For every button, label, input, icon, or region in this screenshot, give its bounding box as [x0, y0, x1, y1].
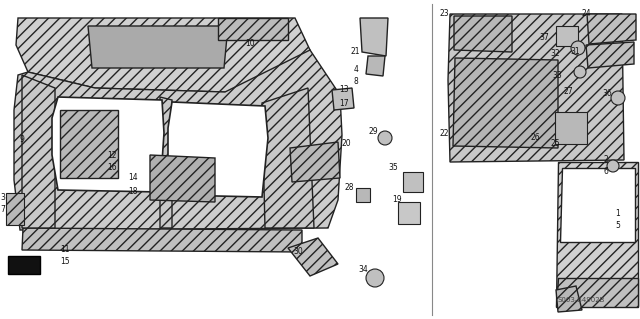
Text: 15: 15 — [60, 257, 70, 266]
Text: S003-B4902B: S003-B4902B — [557, 297, 604, 303]
Polygon shape — [218, 18, 288, 40]
Text: 24: 24 — [581, 9, 591, 18]
Polygon shape — [160, 97, 172, 228]
Circle shape — [571, 41, 585, 55]
Polygon shape — [60, 110, 118, 178]
Polygon shape — [52, 97, 164, 192]
Text: 21: 21 — [350, 48, 360, 56]
Text: 1: 1 — [616, 210, 620, 219]
Polygon shape — [150, 155, 215, 202]
Polygon shape — [454, 16, 512, 52]
Polygon shape — [556, 162, 638, 306]
Text: 13: 13 — [339, 85, 349, 94]
Text: 29: 29 — [368, 128, 378, 137]
Text: 26: 26 — [530, 132, 540, 142]
Bar — [356, 188, 370, 202]
Polygon shape — [556, 278, 638, 307]
Text: 10: 10 — [245, 40, 255, 48]
Polygon shape — [587, 14, 636, 44]
Bar — [398, 202, 420, 224]
Text: 16: 16 — [107, 162, 117, 172]
Circle shape — [574, 66, 586, 78]
Circle shape — [611, 91, 625, 105]
Text: 6: 6 — [604, 167, 609, 176]
Circle shape — [366, 269, 384, 287]
Polygon shape — [88, 26, 228, 68]
Text: 18: 18 — [128, 187, 138, 196]
Text: 19: 19 — [392, 196, 402, 204]
Text: 17: 17 — [339, 99, 349, 108]
Text: 4: 4 — [353, 65, 358, 75]
Polygon shape — [262, 88, 314, 228]
Circle shape — [378, 131, 392, 145]
Text: 27: 27 — [563, 87, 573, 97]
Polygon shape — [560, 168, 635, 242]
Polygon shape — [448, 14, 624, 162]
Polygon shape — [360, 18, 388, 56]
Text: 8: 8 — [354, 78, 358, 86]
Text: 12: 12 — [108, 151, 116, 160]
Polygon shape — [332, 88, 354, 110]
Text: 30: 30 — [293, 248, 303, 256]
Text: 5: 5 — [616, 221, 620, 231]
Text: 33: 33 — [552, 70, 562, 79]
Bar — [555, 112, 587, 144]
Polygon shape — [22, 228, 302, 252]
Bar — [6, 193, 24, 225]
Text: 37: 37 — [539, 33, 549, 42]
Text: 28: 28 — [344, 183, 354, 192]
Text: 3: 3 — [1, 194, 5, 203]
Text: 11: 11 — [60, 246, 70, 255]
Bar — [403, 172, 423, 192]
Text: 22: 22 — [439, 130, 449, 138]
Polygon shape — [556, 286, 582, 312]
Text: 25: 25 — [550, 138, 560, 147]
Text: 36: 36 — [602, 90, 612, 99]
Text: 20: 20 — [341, 139, 351, 149]
Text: 35: 35 — [388, 164, 398, 173]
Polygon shape — [14, 50, 342, 230]
Polygon shape — [586, 42, 634, 68]
Polygon shape — [290, 142, 340, 182]
Text: 9: 9 — [20, 136, 24, 145]
Text: 31: 31 — [570, 48, 580, 56]
Circle shape — [607, 160, 619, 172]
Polygon shape — [16, 18, 310, 92]
Text: 14: 14 — [128, 174, 138, 182]
Polygon shape — [22, 75, 55, 228]
Polygon shape — [288, 238, 338, 276]
Polygon shape — [8, 256, 40, 274]
Polygon shape — [168, 102, 268, 197]
Polygon shape — [453, 58, 558, 148]
Text: 32: 32 — [550, 49, 560, 58]
Text: 7: 7 — [1, 205, 5, 214]
Bar — [556, 26, 578, 46]
Text: 23: 23 — [439, 9, 449, 18]
Text: 34: 34 — [358, 265, 368, 275]
Polygon shape — [366, 56, 385, 76]
Text: 2: 2 — [604, 155, 609, 165]
